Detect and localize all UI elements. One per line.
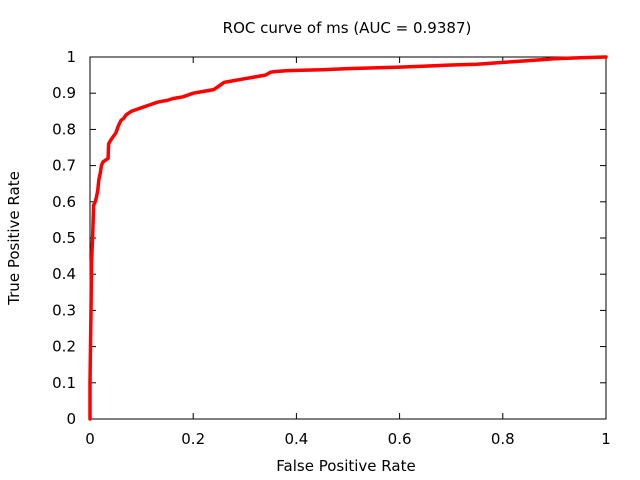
y-tick-label: 0.5 [52,229,76,247]
x-tick-label: 0.4 [284,430,308,448]
y-tick-label: 0.3 [52,301,76,319]
y-tick-label: 0.9 [52,84,76,102]
y-tick-label: 0.8 [52,120,76,138]
y-tick-label: 0.1 [52,374,76,392]
y-tick-label: 0.4 [52,265,76,283]
roc-curve-line [88,55,608,421]
y-tick-label: 0 [66,410,76,428]
x-tick-label: 0.6 [388,430,412,448]
y-tick-label: 0.2 [52,338,76,356]
x-tick-label: 1 [601,430,611,448]
x-axis-ticks: 0 0.2 0.4 0.6 0.8 1 [85,57,611,448]
y-tick-label: 0.7 [52,157,76,175]
chart-title: ROC curve of ms (AUC = 0.9387) [223,19,472,37]
plot-frame [89,56,607,420]
y-axis-ticks: 0 0.1 0.2 0.3 0.4 0.5 0.6 0.7 0.8 0.9 1 [52,48,606,428]
x-axis-label: False Positive Rate [276,457,415,475]
x-tick-label: 0 [85,430,95,448]
y-tick-label: 1 [66,48,76,66]
x-tick-label: 0.2 [181,430,205,448]
x-tick-label: 0.8 [491,430,515,448]
y-tick-label: 0.6 [52,193,76,211]
y-axis-label: True Positive Rate [5,171,23,306]
